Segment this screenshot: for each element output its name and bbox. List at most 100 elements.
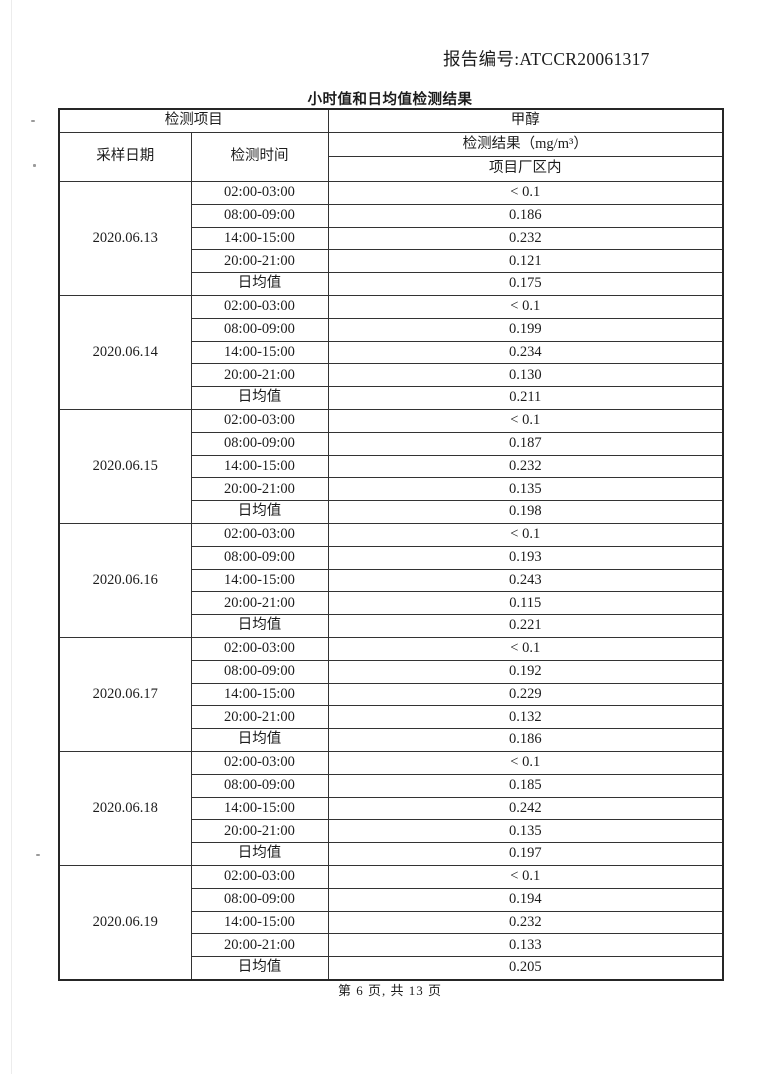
table-row: 20:00-21:00 0.135 <box>59 477 724 502</box>
table-row: 14:00-15:00 0.243 <box>59 568 724 593</box>
detect-time-cell: 08:00-09:00 <box>190 203 329 228</box>
result-value-cell: 0.194 <box>327 887 724 912</box>
detect-time-cell: 08:00-09:00 <box>190 887 329 912</box>
result-value-cell: 0.229 <box>327 682 724 707</box>
scan-artifact <box>31 120 35 122</box>
result-value-cell: < 0.1 <box>327 636 724 661</box>
detect-time-cell: 14:00-15:00 <box>190 454 329 479</box>
detect-time-cell: 20:00-21:00 <box>190 363 329 388</box>
table-row: 日均值 0.198 <box>59 500 724 524</box>
result-value-cell: 0.115 <box>327 591 724 616</box>
detect-time-cell: 02:00-03:00 <box>190 181 329 205</box>
table-row: 2020.06.13 02:00-03:00 < 0.1 <box>58 181 724 296</box>
detect-time-cell: 02:00-03:00 <box>190 294 329 319</box>
table-row: 20:00-21:00 0.132 <box>59 705 724 730</box>
table-row: 14:00-15:00 0.232 <box>59 226 724 251</box>
result-value-cell: < 0.1 <box>327 522 724 547</box>
detect-time-cell: 20:00-21:00 <box>190 477 329 502</box>
table-row: 日均值 0.197 <box>59 842 724 866</box>
result-value-cell: < 0.1 <box>327 408 724 433</box>
header-row-columns: 采样日期 检测时间 检测结果（mg/m³） <box>58 132 724 182</box>
table-row: 08:00-09:00 0.192 <box>59 659 724 684</box>
result-value-cell: 0.221 <box>327 614 724 638</box>
detect-time-cell: 20:00-21:00 <box>190 591 329 616</box>
detect-time-cell: 14:00-15:00 <box>190 340 329 365</box>
detect-time-cell: 14:00-15:00 <box>190 796 329 821</box>
result-value-cell: < 0.1 <box>327 864 724 889</box>
scan-page-edge <box>11 0 12 1074</box>
detect-time-cell: 日均值 <box>190 956 329 981</box>
detect-time-cell: 08:00-09:00 <box>190 317 329 342</box>
detect-time-cell: 日均值 <box>190 614 329 638</box>
detect-time-cell: 02:00-03:00 <box>190 408 329 433</box>
table-row: 08:00-09:00 0.185 <box>59 773 724 798</box>
result-value-cell: 0.232 <box>327 910 724 935</box>
detect-time-cell: 日均值 <box>190 272 329 296</box>
result-value-cell: 0.185 <box>327 773 724 798</box>
sample-date-header-cell: 采样日期 <box>58 132 192 182</box>
detect-time-cell: 14:00-15:00 <box>190 910 329 935</box>
table-row: 20:00-21:00 0.133 <box>59 933 724 958</box>
result-value-cell: 0.135 <box>327 819 724 844</box>
sample-date-cell: 2020.06.17 <box>58 636 192 752</box>
table-row: 2020.06.18 02:00-03:00 < 0.1 <box>58 750 724 866</box>
sample-date-cell: 2020.06.15 <box>58 408 192 524</box>
sample-date-cell: 2020.06.18 <box>58 750 192 866</box>
result-value-cell: 0.132 <box>327 705 724 730</box>
result-value-cell: < 0.1 <box>327 181 724 205</box>
result-value-cell: 0.243 <box>327 568 724 593</box>
table-row: 08:00-09:00 0.199 <box>59 317 724 342</box>
table-row: 08:00-09:00 0.193 <box>59 545 724 570</box>
detect-time-cell: 20:00-21:00 <box>190 705 329 730</box>
detect-time-cell: 08:00-09:00 <box>190 659 329 684</box>
detect-time-cell: 02:00-03:00 <box>190 636 329 661</box>
result-value-cell: 0.242 <box>327 796 724 821</box>
result-value-cell: 0.187 <box>327 431 724 456</box>
result-value-cell: 0.186 <box>327 728 724 752</box>
result-value-cell: 0.186 <box>327 203 724 228</box>
scan-artifact <box>36 854 40 856</box>
detect-time-cell: 14:00-15:00 <box>190 682 329 707</box>
table-row: 日均值 0.186 <box>59 728 724 752</box>
table-row: 20:00-21:00 0.135 <box>59 819 724 844</box>
sample-date-cell: 2020.06.13 <box>58 181 192 296</box>
result-value-cell: 0.135 <box>327 477 724 502</box>
table-row: 2020.06.15 02:00-03:00 < 0.1 <box>58 408 724 524</box>
detect-time-cell: 日均值 <box>190 386 329 410</box>
table-title: 小时值和日均值检测结果 <box>307 92 473 108</box>
table-row: 2020.06.14 02:00-03:00 < 0.1 <box>58 294 724 410</box>
sample-date-cell: 2020.06.19 <box>58 864 192 981</box>
sample-date-cell: 2020.06.14 <box>58 294 192 410</box>
result-value-cell: 0.130 <box>327 363 724 388</box>
table-row: 20:00-21:00 0.130 <box>59 363 724 388</box>
table-row: 日均值 0.221 <box>59 614 724 638</box>
table-row: 2020.06.17 02:00-03:00 < 0.1 <box>58 636 724 752</box>
table-row: 08:00-09:00 0.186 <box>59 203 724 228</box>
result-value-cell: 0.232 <box>327 454 724 479</box>
header-row-item: 检测项目 甲醇 <box>58 108 724 133</box>
detect-time-cell: 14:00-15:00 <box>190 226 329 251</box>
detect-time-cell: 08:00-09:00 <box>190 431 329 456</box>
detect-time-cell: 08:00-09:00 <box>190 545 329 570</box>
result-value-cell: 0.199 <box>327 317 724 342</box>
result-value-cell: 0.192 <box>327 659 724 684</box>
table-row: 2020.06.19 02:00-03:00 < 0.1 <box>58 864 724 981</box>
result-value-cell: 0.234 <box>327 340 724 365</box>
result-unit-header-cell: 检测结果（mg/m³） <box>327 132 724 157</box>
table-row: 日均值 0.205 <box>59 956 724 981</box>
header-row-location: 项目厂区内 <box>59 156 724 182</box>
detect-time-cell: 02:00-03:00 <box>190 750 329 775</box>
result-value-cell: 0.193 <box>327 545 724 570</box>
result-value-cell: 0.205 <box>327 956 724 981</box>
detect-item-value-cell: 甲醇 <box>327 108 724 133</box>
detect-time-cell: 日均值 <box>190 728 329 752</box>
detect-time-cell: 日均值 <box>190 500 329 524</box>
result-value-cell: 0.175 <box>327 272 724 296</box>
result-value-cell: 0.121 <box>327 249 724 274</box>
detect-time-cell: 08:00-09:00 <box>190 773 329 798</box>
result-value-cell: 0.197 <box>327 842 724 866</box>
sample-date-cell: 2020.06.16 <box>58 522 192 638</box>
detect-time-cell: 20:00-21:00 <box>190 933 329 958</box>
location-header-cell: 项目厂区内 <box>327 156 724 182</box>
results-table: 检测项目 甲醇 采样日期 检测时间 检测结果（mg/m³） 项目厂区内 2020… <box>58 108 724 981</box>
